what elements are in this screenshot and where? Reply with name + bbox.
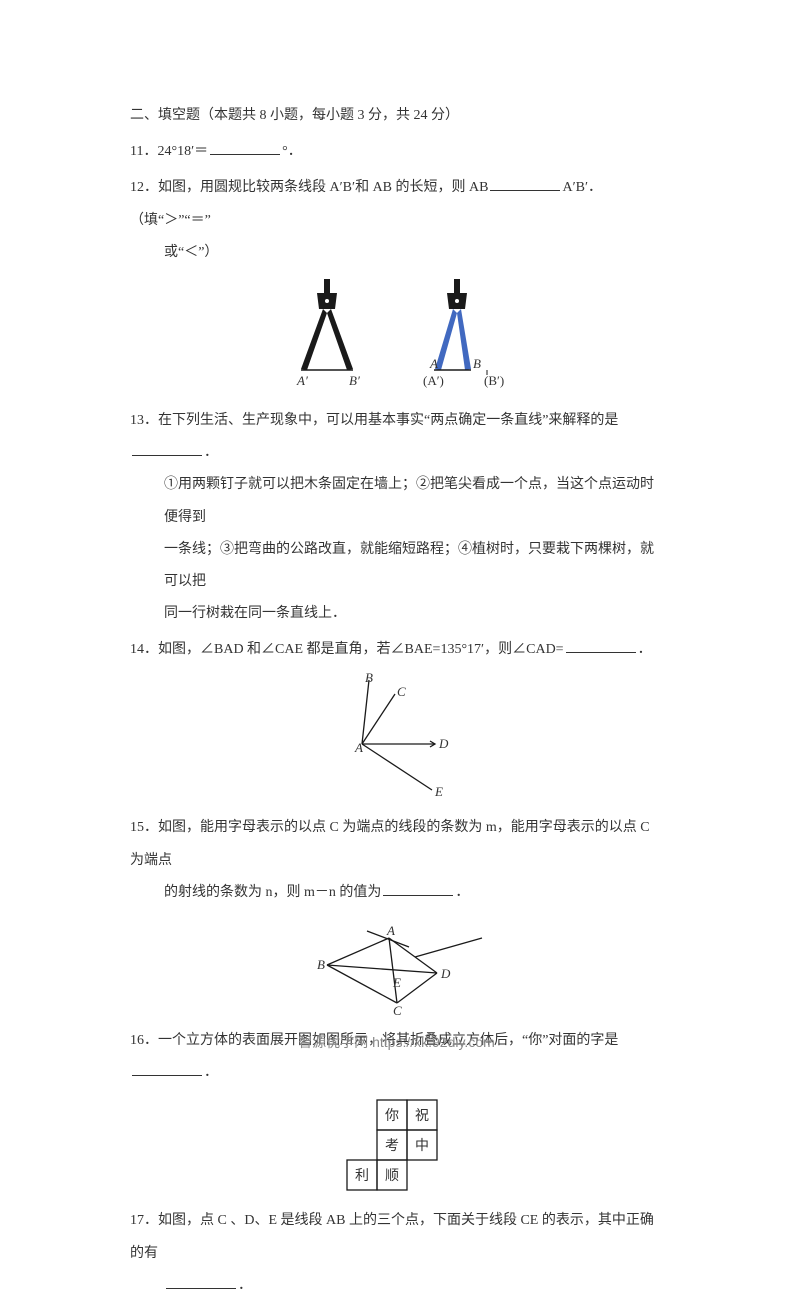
svg-text:B: B [365, 672, 373, 685]
svg-text:考: 考 [385, 1138, 399, 1154]
q13-num: 13． [130, 413, 158, 428]
svg-text:(A′): (A′) [423, 373, 444, 388]
svg-text:D: D [440, 966, 451, 981]
q15-line2b: ． [455, 885, 469, 900]
svg-text:顺: 顺 [385, 1168, 399, 1184]
q11-num: 11． [130, 144, 157, 159]
q13-text-b: ． [204, 445, 218, 460]
q11-text-a: 24°18′＝ [157, 144, 208, 159]
q13-line3: 一条线；③把弯曲的公路改直，就能缩短路程；④植树时，只要栽下两棵树，就可以把 [130, 534, 663, 598]
svg-text:利: 利 [355, 1168, 369, 1184]
question-11: 11．24°18′＝ °． [130, 136, 663, 168]
question-14: 14．如图，∠BAD 和∠CAE 都是直角，若∠BAE=135°17′，则∠CA… [130, 634, 663, 806]
q14-text-a: 如图，∠BAD 和∠CAE 都是直角，若∠BAE=135°17′，则∠CAD= [158, 642, 564, 657]
q13-blank [132, 441, 202, 456]
q11-blank [210, 140, 280, 155]
svg-text:E: E [392, 975, 401, 990]
q17-text-a: 如图，点 C 、D、E 是线段 AB 上的三个点，下面关于线段 CE 的表示，其… [130, 1213, 654, 1260]
svg-text:A: A [429, 356, 438, 371]
svg-text:B: B [317, 957, 325, 972]
q15-blank [383, 881, 453, 896]
svg-text:A: A [354, 740, 363, 755]
q14-blank [566, 638, 636, 653]
q14-num: 14． [130, 642, 158, 657]
svg-text:C: C [393, 1003, 402, 1015]
svg-text:D: D [438, 736, 449, 751]
svg-text:(B′): (B′) [484, 373, 504, 388]
q13-line4: 同一行树栽在同一条直线上． [130, 598, 663, 630]
q17-blank [166, 1274, 236, 1289]
q15-text-a: 如图，能用字母表示的以点 C 为端点的线段的条数为 m，能用字母表示的以点 C … [130, 820, 650, 867]
q15-num: 15． [130, 820, 158, 835]
q12-num: 12． [130, 180, 158, 195]
q14-figure: A B C D E [130, 672, 663, 806]
svg-text:中: 中 [415, 1138, 429, 1154]
q14-text-b: ． [638, 642, 652, 657]
q17-num: 17． [130, 1213, 158, 1228]
question-17: 17．如图，点 C 、D、E 是线段 AB 上的三个点，下面关于线段 CE 的表… [130, 1205, 663, 1302]
q12-line2: 或“＜”） [130, 237, 663, 269]
q16-text-b: ． [204, 1065, 218, 1080]
question-13: 13．在下列生活、生产现象中，可以用基本事实“两点确定一条直线”来解释的是 ． ①… [130, 405, 663, 630]
q12-figure: A′ B′ A B (A′) (B′) [130, 275, 663, 399]
q13-line2: ①用两颗钉子就可以把木条固定在墙上；②把笔尖看成一个点，当这个点运动时便得到 [130, 469, 663, 533]
q17-line2: ． [238, 1278, 252, 1293]
q16-blank [132, 1061, 202, 1076]
q13-text-a: 在下列生活、生产现象中，可以用基本事实“两点确定一条直线”来解释的是 [158, 413, 618, 428]
svg-text:B: B [473, 356, 481, 371]
svg-text:B′: B′ [349, 373, 360, 388]
svg-text:C: C [397, 684, 406, 699]
svg-text:A: A [386, 923, 395, 938]
q15-figure: A B C D E [130, 915, 663, 1019]
q15-line2a: 的射线的条数为 n，则 m－n 的值为 [164, 885, 381, 900]
section-title: 二、填空题（本题共 8 小题，每小题 3 分，共 24 分） [130, 100, 663, 132]
question-15: 15．如图，能用字母表示的以点 C 为端点的线段的条数为 m，能用字母表示的以点… [130, 812, 663, 1019]
svg-text:A′: A′ [296, 373, 308, 388]
q11-text-b: °． [282, 144, 302, 159]
question-12: 12．如图，用圆规比较两条线段 A′B′和 AB 的长短，则 ABA′B′．（填… [130, 172, 663, 399]
q16-figure: 你 祝 考 中 利 顺 [130, 1095, 663, 1199]
svg-text:E: E [434, 784, 443, 799]
q12-blank [490, 176, 560, 191]
q12-text-a: 如图，用圆规比较两条线段 A′B′和 AB 的长短，则 AB [158, 180, 488, 195]
footer-text: 智源优学网 https://xk.92diy.com [0, 1032, 793, 1052]
